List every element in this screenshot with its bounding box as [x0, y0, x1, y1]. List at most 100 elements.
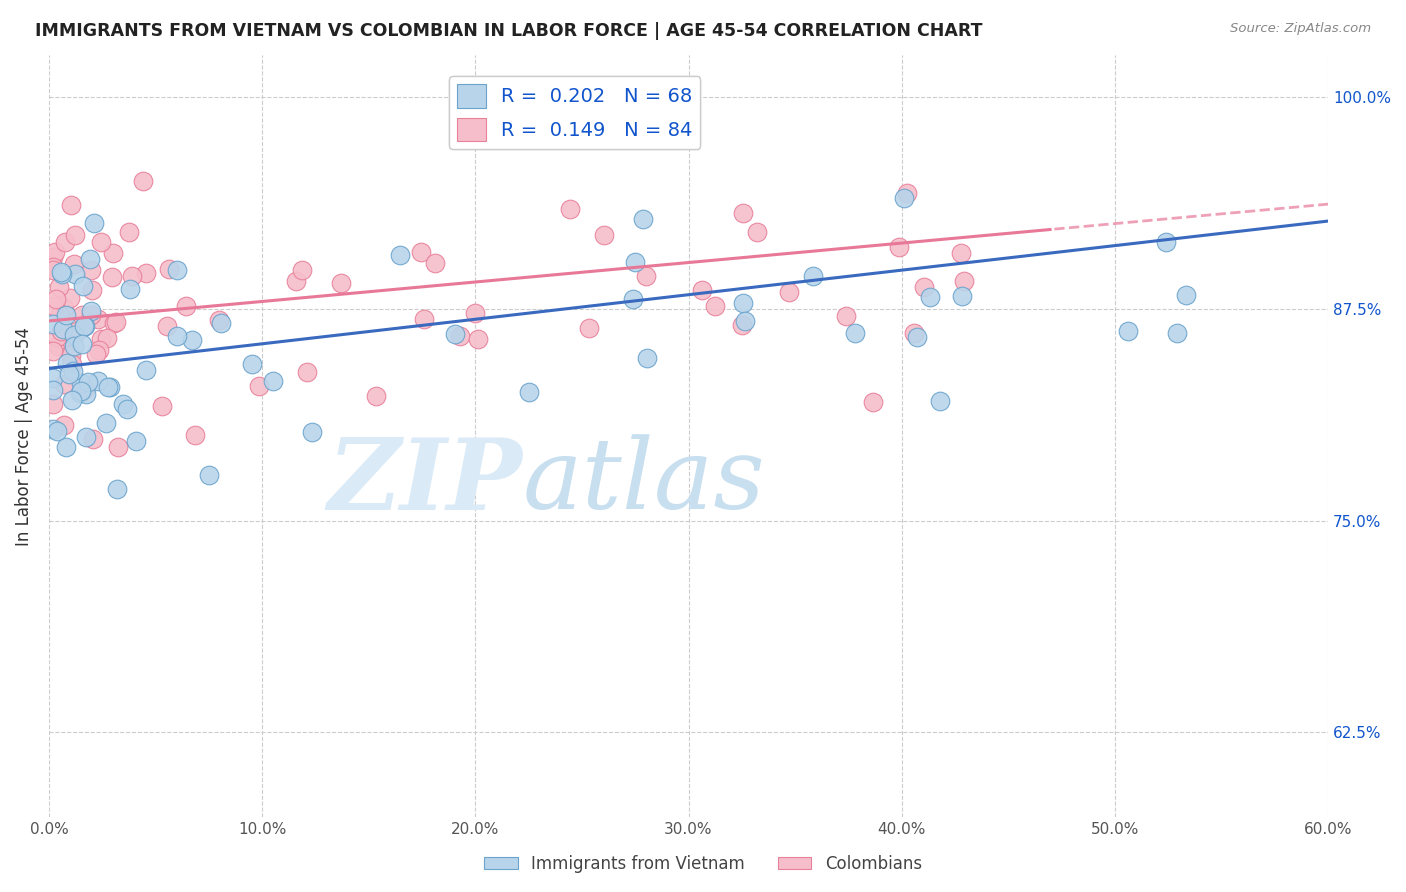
Point	[464, 306, 486, 320]
Point	[284, 273, 307, 287]
Point	[62, 339, 84, 353]
Point	[73, 319, 96, 334]
Point	[118, 225, 141, 239]
Point	[118, 282, 141, 296]
Point	[63, 258, 86, 272]
Point	[135, 266, 157, 280]
Point	[180, 333, 202, 347]
Point	[893, 191, 915, 205]
Point	[70, 384, 93, 399]
Point	[42, 397, 65, 411]
Point	[409, 244, 432, 259]
Point	[96, 331, 118, 345]
Point	[62, 364, 84, 378]
Point	[903, 326, 925, 341]
Point	[107, 483, 129, 497]
Point	[517, 384, 540, 399]
Point	[59, 291, 82, 305]
Point	[55, 308, 77, 322]
Text: atlas: atlas	[522, 434, 765, 530]
Point	[51, 324, 73, 338]
Point	[87, 374, 110, 388]
Point	[86, 347, 108, 361]
Point	[413, 312, 436, 326]
Point	[62, 327, 84, 342]
Point	[734, 313, 756, 327]
Point	[75, 386, 97, 401]
Point	[63, 267, 86, 281]
Text: IMMIGRANTS FROM VIETNAM VS COLOMBIAN IN LABOR FORCE | AGE 45-54 CORRELATION CHAR: IMMIGRANTS FROM VIETNAM VS COLOMBIAN IN …	[35, 22, 983, 40]
Legend: Immigrants from Vietnam, Colombians: Immigrants from Vietnam, Colombians	[478, 848, 928, 880]
Y-axis label: In Labor Force | Age 45-54: In Labor Force | Age 45-54	[15, 326, 32, 546]
Point	[56, 356, 79, 370]
Point	[105, 315, 128, 329]
Point	[44, 245, 66, 260]
Point	[70, 376, 93, 391]
Point	[166, 329, 188, 343]
Point	[70, 308, 93, 322]
Point	[1116, 324, 1139, 338]
Point	[835, 310, 858, 324]
Point	[73, 383, 96, 397]
Point	[46, 329, 69, 343]
Point	[42, 250, 65, 264]
Point	[42, 343, 65, 358]
Point	[950, 245, 973, 260]
Point	[636, 269, 658, 284]
Point	[135, 362, 157, 376]
Point	[731, 318, 754, 333]
Point	[905, 330, 928, 344]
Point	[444, 327, 467, 342]
Point	[53, 376, 76, 391]
Point	[896, 186, 918, 200]
Point	[950, 289, 973, 303]
Point	[72, 279, 94, 293]
Point	[704, 299, 727, 313]
Point	[59, 198, 82, 212]
Point	[389, 248, 412, 262]
Point	[53, 235, 76, 249]
Point	[42, 317, 65, 331]
Point	[157, 262, 180, 277]
Point	[82, 432, 104, 446]
Point	[240, 357, 263, 371]
Point	[887, 240, 910, 254]
Point	[66, 324, 89, 338]
Point	[72, 318, 94, 333]
Point	[49, 308, 72, 322]
Point	[166, 263, 188, 277]
Point	[184, 427, 207, 442]
Point	[101, 245, 124, 260]
Point	[920, 290, 942, 304]
Point	[90, 235, 112, 249]
Point	[156, 318, 179, 333]
Point	[636, 351, 658, 366]
Point	[174, 300, 197, 314]
Point	[60, 393, 83, 408]
Point	[44, 299, 66, 313]
Point	[82, 284, 104, 298]
Point	[624, 255, 647, 269]
Point	[111, 397, 134, 411]
Point	[45, 424, 67, 438]
Point	[60, 348, 83, 362]
Point	[87, 312, 110, 326]
Point	[578, 321, 600, 335]
Point	[75, 430, 97, 444]
Point	[79, 252, 101, 267]
Point	[63, 227, 86, 242]
Point	[329, 276, 352, 290]
Point	[58, 367, 80, 381]
Point	[912, 280, 935, 294]
Point	[87, 343, 110, 357]
Point	[45, 292, 67, 306]
Point	[53, 418, 76, 433]
Point	[42, 260, 65, 274]
Point	[778, 285, 800, 300]
Point	[42, 422, 65, 436]
Point	[80, 304, 103, 318]
Point	[80, 308, 103, 322]
Point	[83, 216, 105, 230]
Point	[295, 366, 318, 380]
Point	[94, 417, 117, 431]
